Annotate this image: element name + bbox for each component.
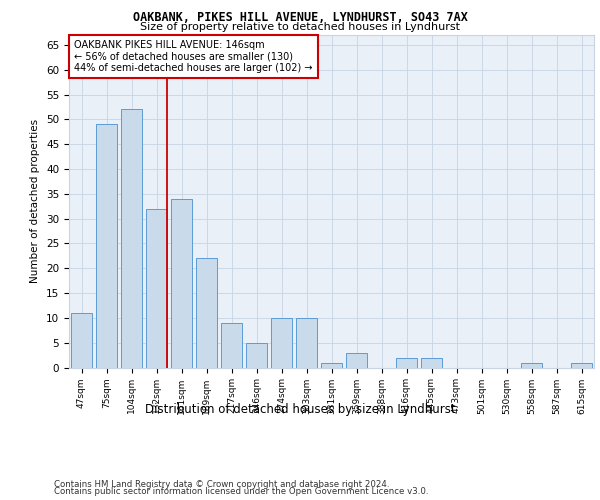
Bar — [521, 362, 542, 368]
Bar — [321, 362, 342, 368]
Bar — [146, 208, 167, 368]
Bar — [96, 124, 117, 368]
Bar — [421, 358, 442, 368]
Text: Distribution of detached houses by size in Lyndhurst: Distribution of detached houses by size … — [145, 402, 455, 415]
Bar — [396, 358, 417, 368]
Bar — [246, 342, 267, 367]
Bar — [71, 313, 92, 368]
Text: Size of property relative to detached houses in Lyndhurst: Size of property relative to detached ho… — [140, 22, 460, 32]
Bar — [196, 258, 217, 368]
Bar — [571, 362, 592, 368]
Bar — [171, 199, 192, 368]
Y-axis label: Number of detached properties: Number of detached properties — [31, 119, 40, 284]
Text: Contains HM Land Registry data © Crown copyright and database right 2024.: Contains HM Land Registry data © Crown c… — [54, 480, 389, 489]
Bar — [346, 352, 367, 368]
Text: OAKBANK, PIKES HILL AVENUE, LYNDHURST, SO43 7AX: OAKBANK, PIKES HILL AVENUE, LYNDHURST, S… — [133, 11, 467, 24]
Bar — [121, 110, 142, 368]
Bar — [221, 323, 242, 368]
Bar — [296, 318, 317, 368]
Bar — [271, 318, 292, 368]
Text: OAKBANK PIKES HILL AVENUE: 146sqm
← 56% of detached houses are smaller (130)
44%: OAKBANK PIKES HILL AVENUE: 146sqm ← 56% … — [74, 40, 313, 73]
Text: Contains public sector information licensed under the Open Government Licence v3: Contains public sector information licen… — [54, 487, 428, 496]
